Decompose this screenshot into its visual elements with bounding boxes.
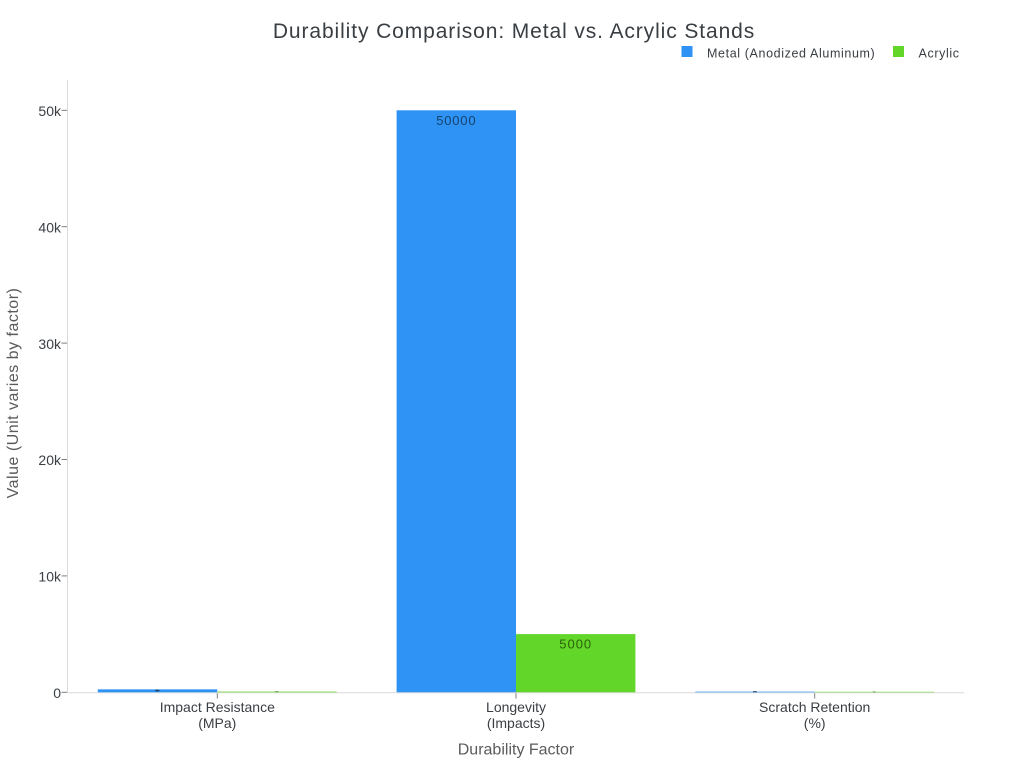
svg-text:50000: 50000 xyxy=(436,113,476,128)
svg-text:Durability Comparison: Metal v: Durability Comparison: Metal vs. Acrylic… xyxy=(273,20,755,43)
svg-text:0: 0 xyxy=(53,685,61,701)
svg-text:30k: 30k xyxy=(38,336,62,352)
svg-text:Value (Unit varies by factor): Value (Unit varies by factor) xyxy=(5,288,22,499)
svg-text:(%): (%) xyxy=(804,715,826,731)
svg-text:(Impacts): (Impacts) xyxy=(487,715,545,731)
svg-text:5000: 5000 xyxy=(559,636,592,651)
svg-text:Acrylic: Acrylic xyxy=(919,47,960,61)
svg-text:Durability Factor: Durability Factor xyxy=(458,742,575,759)
svg-text:10k: 10k xyxy=(38,569,62,585)
svg-text:Impact Resistance: Impact Resistance xyxy=(160,699,275,715)
svg-text:Metal (Anodized Aluminum): Metal (Anodized Aluminum) xyxy=(707,47,875,61)
svg-text:Longevity: Longevity xyxy=(486,699,546,715)
svg-text:50k: 50k xyxy=(38,103,62,119)
svg-text:40k: 40k xyxy=(38,219,62,235)
svg-text:(MPa): (MPa) xyxy=(198,715,236,731)
svg-text:20k: 20k xyxy=(38,452,62,468)
svg-text:Scratch Retention: Scratch Retention xyxy=(759,699,870,715)
